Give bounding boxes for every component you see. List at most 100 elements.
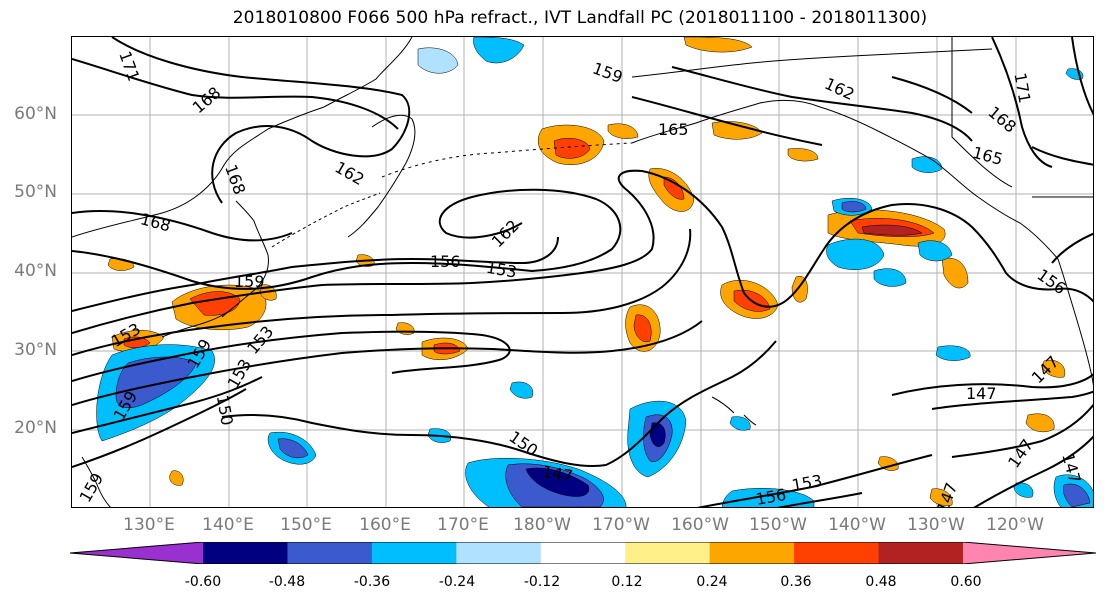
colorbar-tick-label: 0.24 — [696, 574, 728, 590]
colorbar-tick-label: -0.36 — [353, 574, 391, 590]
lon-label: 180°W — [513, 515, 571, 535]
negative-patch — [1063, 483, 1091, 507]
positive-patch — [929, 488, 953, 506]
colorbar-bin — [794, 542, 880, 564]
positive-patch — [787, 148, 819, 162]
lon-label: 120°W — [986, 515, 1044, 535]
negative-patch — [115, 356, 197, 409]
colorbar-max-extension — [963, 542, 1096, 564]
contour-label: 168 — [189, 83, 225, 117]
contour-line — [671, 66, 973, 142]
lat-label: 60°N — [14, 104, 57, 124]
colorbar-tick-label: 0.36 — [780, 574, 812, 590]
contour-label: 153 — [223, 356, 255, 392]
lat-label: 40°N — [14, 261, 57, 281]
colorbar-bin — [878, 542, 964, 564]
positive-patch — [861, 224, 923, 236]
contour-line — [72, 188, 622, 290]
colorbar-bin — [625, 542, 711, 564]
contour-line — [1051, 232, 1093, 264]
border-alaska-canada — [951, 37, 1013, 188]
contour-line — [1031, 146, 1093, 166]
colorbar-tick-label: 0.48 — [865, 574, 897, 590]
hawaii-islands — [711, 396, 757, 426]
alaska-coast — [631, 99, 1059, 260]
negative-patch — [873, 268, 907, 287]
colorbar-bin — [709, 542, 795, 564]
contour-line — [72, 320, 703, 406]
contour-label: 153 — [485, 258, 518, 282]
contour-label: 150 — [213, 394, 237, 427]
contour-line — [72, 236, 559, 312]
positive-patch — [941, 257, 969, 289]
negative-patch — [417, 47, 459, 74]
contour-line — [973, 435, 1093, 507]
lon-label: 140°E — [202, 515, 254, 535]
contour-label: 159 — [234, 272, 265, 291]
positive-anomaly-shading — [107, 37, 1066, 506]
contour-label: 156 — [1034, 265, 1070, 298]
contour-line — [72, 330, 511, 382]
positive-patch — [1041, 359, 1066, 378]
negative-patch — [729, 416, 751, 431]
negative-patch — [525, 467, 590, 497]
contour-line — [72, 376, 263, 434]
lon-label: 160°W — [671, 515, 729, 535]
negative-patch — [509, 381, 534, 399]
colorbar-svg — [69, 541, 1097, 565]
colorbar-tick-label: -0.60 — [184, 574, 222, 590]
graticule — [72, 37, 1093, 507]
na-west-coast — [1057, 258, 1093, 386]
contour-line — [931, 390, 1093, 410]
colorbar-tick-label: -0.48 — [268, 574, 306, 590]
colorbar-bin — [371, 542, 457, 564]
contour-label: 156 — [430, 252, 461, 271]
philippines-coast — [81, 456, 111, 507]
contour-line — [951, 403, 1093, 458]
colorbar-bin — [540, 542, 626, 564]
contour-label: 162 — [332, 157, 368, 189]
contour-line — [631, 96, 823, 146]
negative-patch — [473, 37, 525, 64]
lat-label: 20°N — [14, 418, 57, 438]
contour-label: 168 — [984, 102, 1020, 136]
contour-line — [891, 373, 1093, 396]
contour-label: 147 — [1004, 435, 1037, 471]
contour-label: 168 — [221, 162, 249, 197]
negative-patch — [935, 345, 971, 361]
positive-patch — [395, 322, 415, 335]
contour-label: 147 — [1028, 352, 1063, 387]
colorbar-bin — [456, 542, 542, 564]
negative-patch — [917, 240, 953, 262]
contour-line — [72, 58, 399, 130]
negative-anomaly-shading — [96, 37, 1093, 507]
contour-line — [72, 228, 692, 356]
lon-label: 150°E — [280, 515, 332, 535]
positive-patch — [683, 37, 753, 53]
contour-line — [991, 37, 1053, 168]
lat-label: 30°N — [14, 340, 57, 360]
coastlines — [72, 37, 1093, 507]
lon-label: 130°E — [123, 515, 175, 535]
contour-line — [72, 210, 293, 242]
positive-patch — [711, 121, 763, 140]
kuril-chain — [271, 192, 381, 248]
contours — [72, 37, 1093, 507]
lat-label: 50°N — [14, 182, 57, 202]
contour-line — [1071, 37, 1093, 116]
positive-patch — [663, 176, 685, 200]
positive-patch — [633, 314, 652, 343]
positive-patch — [553, 138, 591, 159]
positive-patch — [607, 123, 639, 139]
negative-patch — [826, 238, 885, 270]
japan-coast — [221, 200, 269, 318]
lon-label: 160°E — [359, 515, 411, 535]
kamchatka-coast — [347, 114, 416, 238]
contour-label: 165 — [970, 143, 1004, 169]
lon-label: 150°W — [749, 515, 807, 535]
colorbar-tick-label: -0.12 — [523, 574, 561, 590]
contour-label: 156 — [754, 485, 787, 508]
colorbar-tick-label: -0.24 — [438, 574, 476, 590]
contour-label: 153 — [243, 322, 277, 358]
negative-patch — [277, 438, 309, 459]
